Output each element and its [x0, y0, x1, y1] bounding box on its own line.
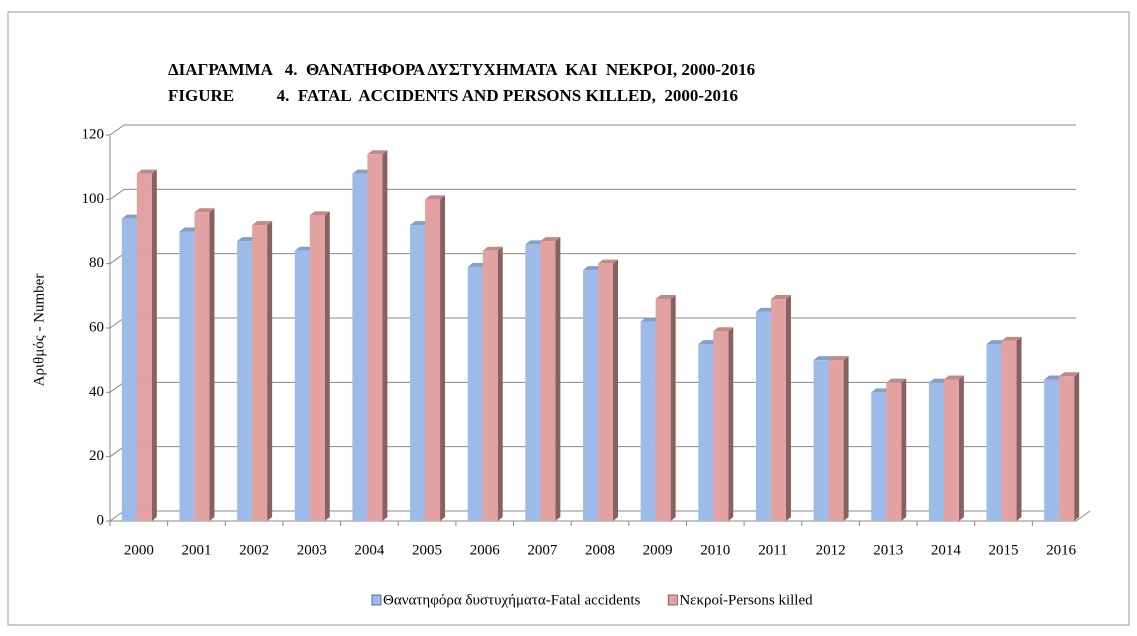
legend-label: Θανατηφόρα δυστυχήματα-Fatal accidents [383, 592, 640, 608]
bar [540, 237, 561, 521]
x-tick-label: 2012 [816, 542, 846, 558]
bar [655, 295, 676, 521]
y-tick-label: 20 [89, 448, 104, 464]
x-tick-label: 2010 [700, 542, 730, 558]
bar [713, 327, 734, 521]
x-tick-label: 2000 [124, 542, 154, 558]
y-tick-label: 60 [89, 319, 104, 335]
bar [1059, 372, 1080, 521]
chart-title: ΔΙΑΓΡΑΜΜΑ 4. ΘΑΝΑΤΗΦΟΡΑ ΔΥΣΤΥΧΗΜΑΤΑ ΚΑΙ … [168, 60, 755, 79]
x-tick-label: 2014 [931, 542, 962, 558]
bar [252, 221, 273, 522]
x-tick-label: 2001 [181, 542, 211, 558]
bar [309, 211, 330, 521]
x-tick-label: 2016 [1046, 542, 1077, 558]
grid-line [109, 124, 1076, 136]
x-tick-label: 2003 [297, 542, 327, 558]
legend-swatch [371, 594, 382, 606]
bar [1001, 336, 1022, 521]
y-axis-label: Αριθμός - Number [31, 274, 47, 387]
bar [367, 150, 388, 522]
x-tick-label: 2005 [412, 542, 442, 558]
bar [194, 208, 215, 521]
x-tick-label: 2008 [585, 542, 615, 558]
x-tick-label: 2007 [527, 542, 558, 558]
bar [136, 169, 157, 521]
bar [770, 295, 791, 521]
y-tick-label: 0 [97, 512, 105, 528]
y-tick-label: 100 [82, 191, 105, 207]
x-tick-label: 2006 [470, 542, 501, 558]
bar [828, 356, 849, 521]
y-tick-label: 40 [89, 384, 104, 400]
bar [598, 259, 618, 521]
x-tick-label: 2002 [239, 542, 269, 558]
bar [425, 195, 446, 522]
x-tick-label: 2009 [643, 542, 673, 558]
y-tick-label: 80 [89, 255, 104, 271]
x-tick-label: 2004 [354, 542, 385, 558]
y-tick-label: 120 [82, 126, 105, 142]
bar [886, 378, 907, 521]
chart-title: FIGURE 4. FATAL ACCIDENTS AND PERSONS KI… [168, 86, 738, 105]
x-tick-label: 2013 [873, 542, 903, 558]
x-tick-label: 2011 [758, 542, 787, 558]
legend-swatch [667, 594, 678, 606]
grid-line [109, 188, 1076, 200]
bar [943, 375, 964, 521]
legend-label: Νεκροί-Persons killed [679, 592, 813, 608]
bar [482, 246, 503, 522]
x-tick-label: 2015 [989, 542, 1019, 558]
